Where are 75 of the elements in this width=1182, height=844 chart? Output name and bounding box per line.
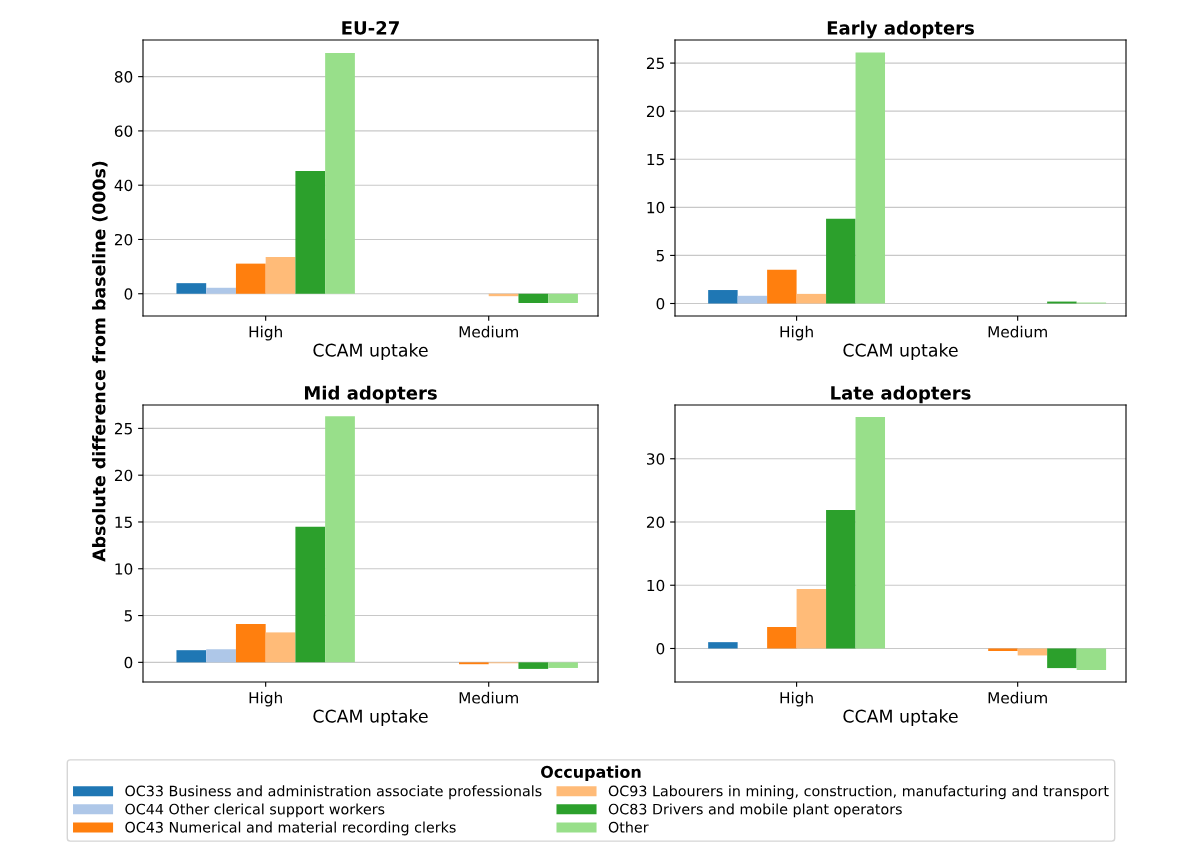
bar: [235, 623, 266, 663]
bar: [1047, 648, 1077, 669]
bar: [548, 662, 578, 668]
legend-label: OC44 Other clerical support workers: [125, 803, 385, 818]
x-tick-label: Medium: [988, 325, 1047, 338]
bar: [176, 650, 207, 663]
y-tick-label: 0: [124, 288, 133, 300]
y-tick-label: 15: [115, 516, 132, 528]
bar: [548, 293, 578, 303]
bar: [796, 293, 827, 304]
bar: [176, 283, 207, 294]
bar: [708, 642, 738, 649]
bar: [708, 290, 738, 304]
bar: [518, 293, 549, 303]
x-axis-title: CCAM uptake: [843, 343, 958, 361]
legend-label: OC33 Business and administration associate professionals: [125, 785, 542, 800]
legend-title: Occupation: [541, 765, 641, 782]
y-tick-label: 20: [114, 469, 133, 482]
bar: [295, 526, 326, 663]
legend-label: OC93 Labourers in mining, construction, manufacturing and transport: [608, 785, 1109, 800]
bar: [1017, 648, 1048, 656]
bar: [767, 269, 797, 304]
y-tick-label: 0: [656, 642, 665, 655]
bar: [265, 257, 296, 294]
chart-title: EU-27: [342, 21, 399, 35]
x-axis-title: CCAM uptake: [313, 343, 428, 361]
x-tick-label: Medium: [459, 691, 518, 704]
bar: [518, 662, 549, 669]
x-tick-label: Medium: [988, 691, 1047, 704]
y-tick-label: 5: [124, 610, 132, 622]
bar: [206, 287, 236, 294]
bar: [796, 589, 827, 649]
x-tick-label: Medium: [459, 325, 518, 338]
x-axis-title: CCAM uptake: [843, 709, 958, 727]
chart-title: Early adopters: [827, 20, 974, 39]
y-tick-label: 0: [656, 297, 665, 310]
bar: [988, 648, 1018, 652]
y-tick-label: 25: [114, 422, 132, 435]
bar: [1076, 648, 1107, 670]
y-tick-label: 5: [656, 250, 664, 262]
legend-label: Other: [608, 821, 649, 833]
x-tick-label: High: [249, 691, 282, 707]
x-tick-label: High: [780, 691, 813, 707]
y-tick-label: 15: [647, 153, 664, 166]
y-axis-title: Absolute difference from baseline (000s): [92, 161, 108, 562]
y-tick-label: 20: [114, 233, 133, 246]
y-tick-label: 20: [646, 105, 665, 118]
bar: [325, 53, 355, 294]
bar: [767, 626, 797, 649]
y-tick-label: 40: [114, 179, 133, 192]
bar: [855, 417, 886, 649]
bar: [265, 632, 296, 663]
y-tick-label: 80: [114, 71, 133, 83]
y-tick-label: 20: [646, 516, 665, 529]
x-tick-label: High: [249, 325, 282, 341]
x-tick-label: High: [780, 325, 813, 341]
bar: [295, 171, 326, 294]
chart-title: Late adopters: [831, 385, 971, 404]
y-tick-label: 10: [647, 201, 665, 214]
y-tick-label: 30: [647, 453, 665, 465]
bar: [325, 416, 355, 663]
x-axis-title: CCAM uptake: [313, 709, 428, 727]
bar: [206, 649, 236, 663]
bar: [826, 509, 856, 649]
y-tick-label: 0: [124, 656, 133, 669]
legend-label: OC83 Drivers and mobile plant operators: [608, 803, 902, 818]
legend-label: OC43 Numerical and material recording clerks: [125, 821, 456, 836]
bar: [826, 218, 856, 304]
bar: [235, 263, 266, 294]
y-tick-label: 10: [647, 579, 665, 592]
y-tick-label: 60: [114, 125, 133, 137]
y-tick-label: 25: [646, 57, 664, 70]
chart-title: Mid adopters: [304, 385, 437, 404]
bar: [855, 52, 886, 304]
y-tick-label: 10: [115, 563, 133, 575]
